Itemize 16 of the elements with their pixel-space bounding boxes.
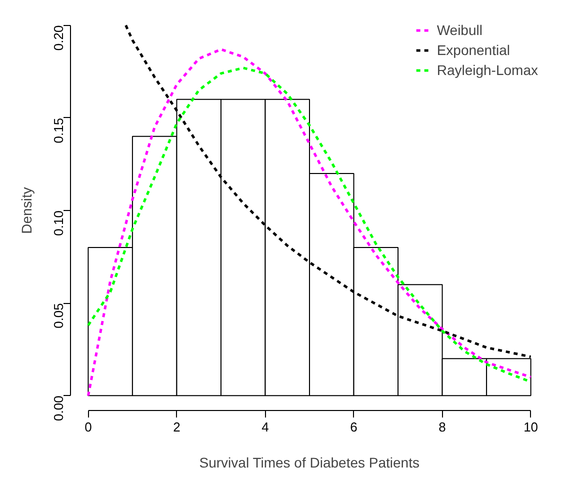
legend-label: Rayleigh-Lomax [436,62,538,78]
x-axis-title: Survival Times of Diabetes Patients [199,454,420,470]
y-tick-label: 0.15 [51,118,66,144]
x-tick-label: 2 [173,420,180,434]
x-tick-label: 6 [350,420,358,434]
y-tick-label: 0.00 [51,396,66,421]
x-tick-label: 0 [84,420,92,434]
y-tick-label: 0.10 [51,210,66,236]
legend-label: Exponential [436,42,510,58]
y-tick-label: 0.05 [51,303,66,328]
x-tick-label: 8 [438,420,446,434]
y-axis-title: Density [18,187,34,234]
y-tick-label: 0.20 [51,25,66,51]
x-tick-label: 4 [262,420,269,434]
legend-label: Weibull [436,22,482,38]
x-tick-label: 10 [524,420,538,434]
